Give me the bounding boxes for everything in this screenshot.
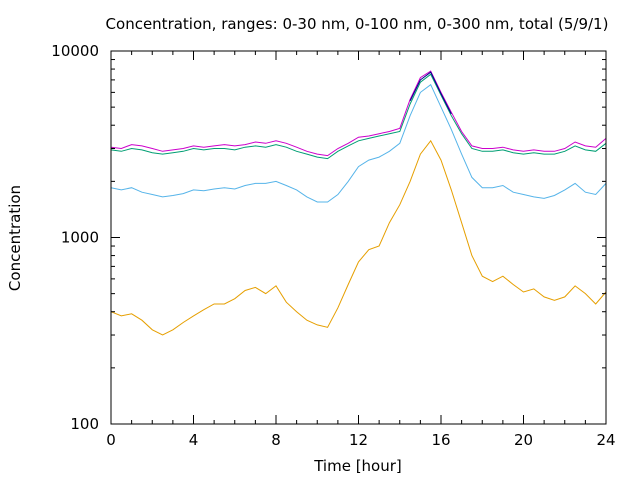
y-axis-ticks: 100 1000 10000 <box>51 42 606 433</box>
x-axis-ticks: 0 4 8 12 16 20 24 <box>106 51 616 449</box>
series-line-2 <box>110 83 607 203</box>
x-tick-label: 12 <box>349 431 368 449</box>
plot-frame <box>110 50 607 425</box>
x-tick-label: 8 <box>271 431 281 449</box>
series-line-4 <box>110 70 607 157</box>
series-group <box>110 70 607 336</box>
x-tick-label: 24 <box>596 431 615 449</box>
x-tick-label: 4 <box>189 431 199 449</box>
series-line-1 <box>110 139 607 336</box>
series-line-3 <box>110 73 607 160</box>
x-tick-label: 20 <box>514 431 533 449</box>
y-tick-label: 10000 <box>51 42 99 60</box>
x-tick-label: 0 <box>106 431 116 449</box>
x-tick-label: 16 <box>431 431 450 449</box>
y-tick-label: 100 <box>70 415 99 433</box>
y-axis-label: Concentration <box>6 185 24 291</box>
y-tick-label: 1000 <box>61 229 99 247</box>
x-axis-label: Time [hour] <box>313 457 402 475</box>
series-line-5 <box>409 71 452 115</box>
chart-title: Concentration, ranges: 0-30 nm, 0-100 nm… <box>106 15 609 33</box>
